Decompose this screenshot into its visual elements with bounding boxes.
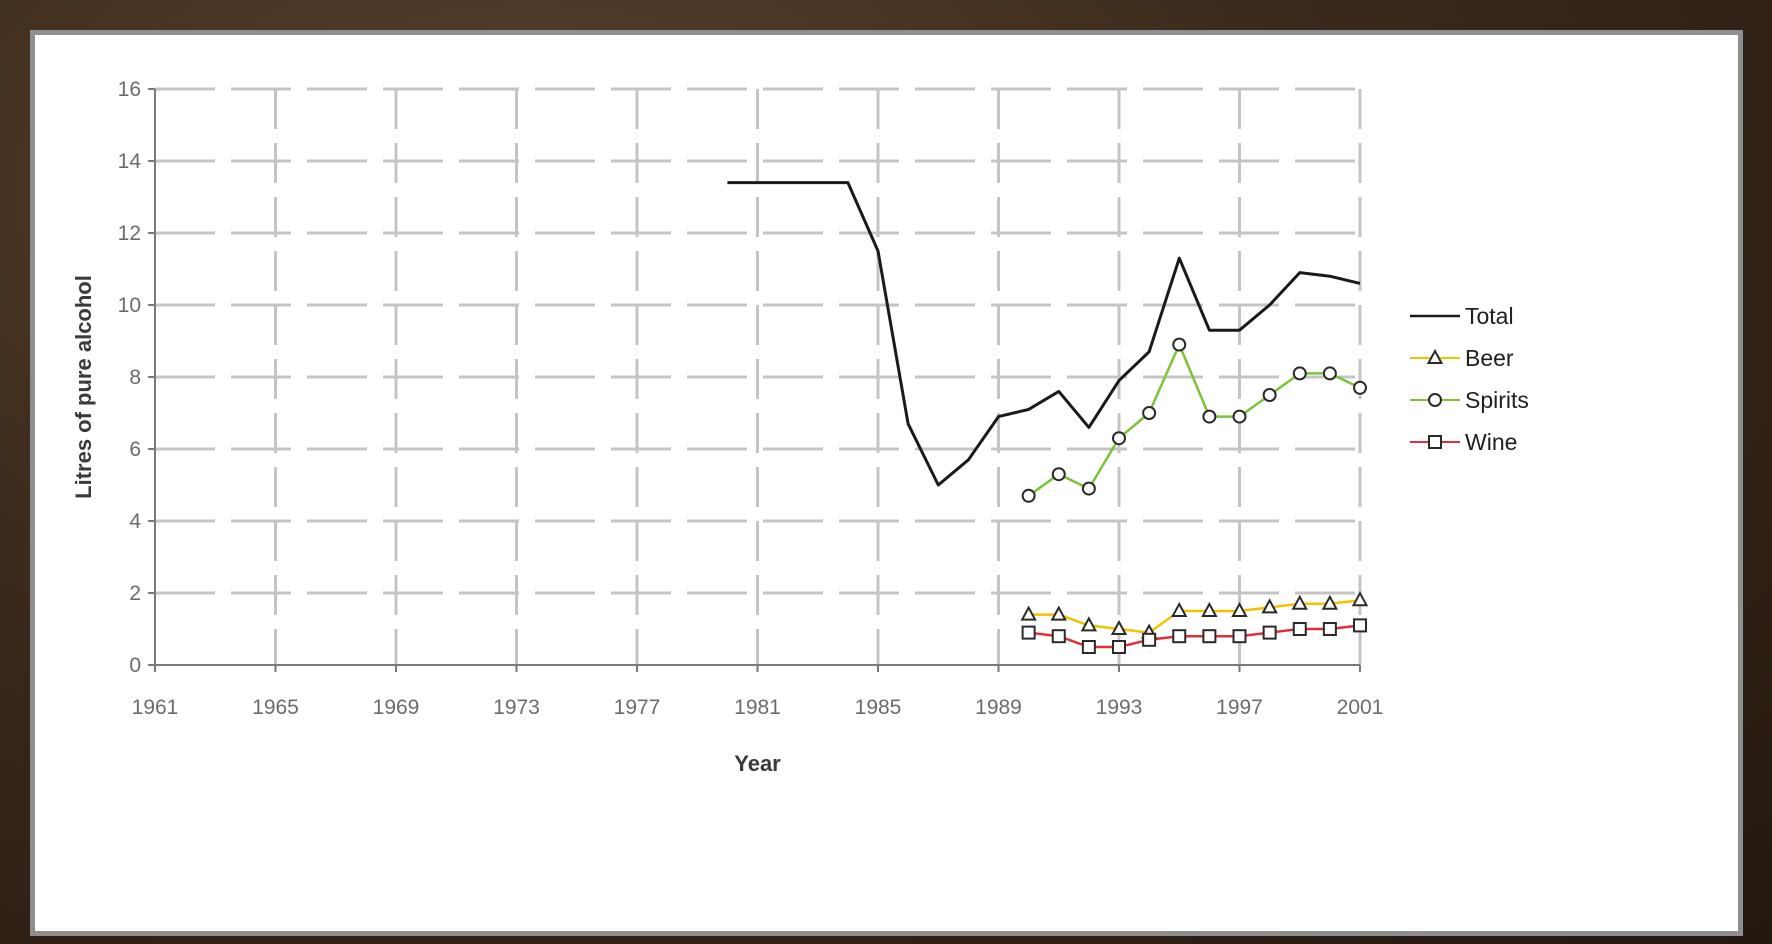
- wine-data-point: [1202, 629, 1217, 644]
- y-tick-label: 0: [129, 654, 141, 677]
- y-tick-label: 2: [129, 582, 141, 605]
- legend: Total Beer Spirits Wine: [1410, 303, 1529, 455]
- chart-frame: 1961 1965 1969 1973 1977 1981 1985 1989 1993 1997…: [30, 30, 1743, 936]
- beer-data-point: [1231, 601, 1248, 617]
- series-markers: [1020, 337, 1369, 654]
- beer-series-line: [1028, 598, 1361, 634]
- wine-data-point: [1262, 625, 1277, 640]
- wine-data-point: [1081, 640, 1096, 654]
- x-tick-label: 1969: [373, 696, 420, 719]
- beer-data-point: [1171, 601, 1188, 617]
- wine-series-line: [1028, 624, 1361, 649]
- beer-data-point: [1110, 619, 1128, 635]
- legend-wine-marker: [1428, 435, 1442, 449]
- y-tick-label: 6: [129, 438, 141, 461]
- x-tick-label: 1993: [1096, 696, 1143, 719]
- legend-wine-label: Wine: [1465, 429, 1517, 455]
- wine-data-point: [1142, 632, 1157, 647]
- y-axis-title: Litres of pure alcohol: [71, 275, 96, 499]
- wine-data-point: [1353, 618, 1367, 633]
- x-tick-label: 1989: [975, 696, 1022, 719]
- tick-labels: 1961 1965 1969 1973 1977 1981 1985 1989 1993 1997…: [118, 78, 1384, 719]
- spirits-data-point: [1021, 488, 1036, 503]
- x-tick-label: 1977: [614, 696, 661, 719]
- legend-total-label: Total: [1465, 303, 1514, 329]
- y-tick-label: 4: [129, 510, 141, 533]
- beer-data-point: [1080, 616, 1098, 632]
- spirits-series-line: [1027, 343, 1361, 497]
- wine-data-point: [1021, 625, 1036, 640]
- y-tick-label: 10: [118, 294, 141, 317]
- wine-data-point: [1051, 629, 1066, 644]
- wine-data-point: [1232, 629, 1247, 644]
- beer-data-point: [1351, 591, 1369, 607]
- wine-data-point: [1172, 629, 1187, 644]
- x-tick-label: 1985: [855, 696, 902, 719]
- series-lines: [727, 181, 1361, 649]
- beer-data-point: [1261, 598, 1278, 614]
- line-chart: 1961 1965 1969 1973 1977 1981 1985 1989 1993 1997…: [71, 78, 1529, 776]
- beer-data-point: [1291, 594, 1308, 610]
- x-tick-label: 1961: [132, 696, 179, 719]
- legend-spirits-label: Spirits: [1465, 387, 1529, 413]
- y-tick-label: 12: [118, 222, 141, 245]
- spirits-data-point: [1262, 388, 1277, 402]
- spirits-data-point: [1172, 337, 1187, 352]
- spirits-data-point: [1322, 366, 1337, 381]
- spirits-data-point: [1112, 431, 1126, 446]
- spirits-data-point: [1142, 406, 1157, 420]
- spirits-data-point: [1081, 481, 1096, 496]
- spirits-data-point: [1232, 409, 1247, 424]
- y-tick-label: 8: [129, 366, 141, 389]
- spirits-data-point: [1051, 467, 1066, 482]
- x-tick-label: 2001: [1337, 696, 1384, 719]
- y-tick-label: 14: [118, 150, 142, 173]
- x-tick-label: 1965: [252, 696, 299, 719]
- grid-lines: [155, 87, 1362, 665]
- legend-beer-label: Beer: [1465, 345, 1514, 371]
- beer-data-point: [1020, 605, 1037, 621]
- beer-data-point: [1050, 605, 1067, 621]
- y-tick-label: 16: [118, 78, 141, 101]
- x-tick-label: 1981: [734, 696, 781, 719]
- wine-data-point: [1112, 640, 1126, 654]
- legend-spirits-marker: [1428, 393, 1442, 407]
- x-tick-label: 1973: [493, 696, 540, 719]
- spirits-data-point: [1202, 409, 1217, 424]
- x-tick-label: 1997: [1216, 696, 1263, 719]
- spirits-data-point: [1292, 366, 1307, 381]
- x-axis-title: Year: [734, 751, 781, 776]
- spirits-data-point: [1353, 380, 1367, 395]
- legend-beer-marker: [1426, 348, 1444, 364]
- beer-data-point: [1201, 601, 1218, 617]
- wine-data-point: [1322, 622, 1337, 636]
- wine-data-point: [1292, 622, 1307, 636]
- beer-data-point: [1321, 594, 1339, 610]
- total-series-line: [727, 181, 1361, 487]
